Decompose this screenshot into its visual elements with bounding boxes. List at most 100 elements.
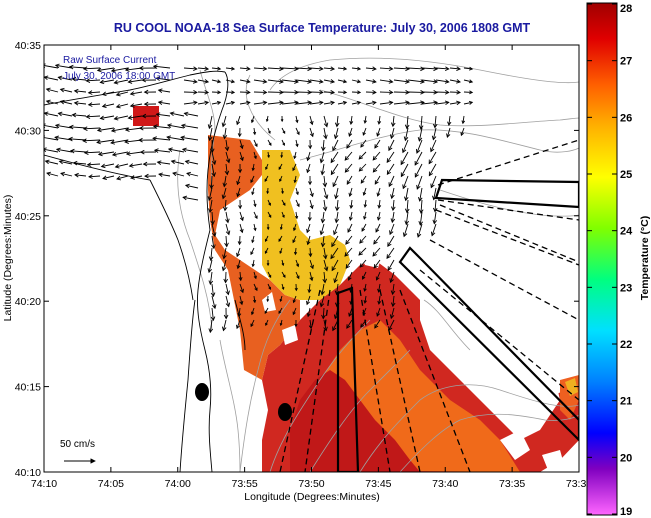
current-vector-head [373,263,378,269]
current-vector [295,271,300,279]
current-vector-head [456,66,461,71]
current-vector-head [331,266,336,272]
current-vector-head [278,166,282,170]
current-vector-head [342,100,348,105]
current-vector [171,160,185,165]
current-vector-head [363,204,368,208]
current-vector-head [345,264,350,269]
current-vector [225,101,235,105]
current-vector-head [321,314,326,320]
current-vector-head [246,90,251,95]
current-vector-head [208,256,214,262]
current-vector-head [224,146,230,152]
current-vector [110,139,129,144]
colorbar-tick-label: 27 [620,56,632,68]
current-vector-head [264,310,268,314]
y-tick-label: 40:30 [15,125,41,137]
current-vector [387,259,395,271]
current-vector [225,295,230,307]
current-vector-head [252,131,257,136]
current-vector-head [294,66,299,72]
current-vector [168,148,185,153]
current-vector [414,151,423,166]
current-vector [463,79,473,83]
current-vector [97,67,115,71]
study-box-south [336,286,360,472]
current-vector [100,115,115,119]
current-vector-head [323,122,329,128]
current-vector [376,271,381,281]
current-vector-head [331,242,336,248]
current-vector [323,187,328,199]
current-vector-head [430,147,435,153]
current-vector-head [330,89,336,95]
current-vector-head [211,244,216,250]
sst-region-deep-red [290,370,420,472]
current-vector-head [330,254,335,260]
current-vector-head [279,79,284,84]
current-vector-head [44,159,50,165]
current-vector [211,101,221,105]
current-vector [295,101,312,105]
current-vector-head [295,119,299,124]
current-vector [211,307,214,321]
current-vector-head [127,115,133,120]
current-vector-head [82,66,88,71]
current-vector [414,163,423,178]
current-vector-head [210,292,216,298]
current-vector [309,271,313,281]
current-vector [83,127,101,130]
current-vector-head [344,156,350,161]
colorbar-label: Temperature (°C) [639,216,651,301]
current-vector [449,101,461,105]
current-vector-head [349,204,354,209]
current-vector [209,319,213,333]
current-vector [278,163,283,170]
current-vector [72,78,87,81]
current-vector [323,199,327,211]
current-vector-head [246,66,251,71]
current-vector-head [323,194,329,200]
current-vector-head [390,302,396,308]
current-vector-head [85,114,91,119]
current-vector-head [308,325,313,330]
current-vector-head [238,205,243,210]
current-vector-head [267,130,271,135]
current-vector-head [59,87,65,93]
current-vector [344,247,353,257]
sst-region-orange-north [208,135,300,380]
current-vector [250,175,255,183]
current-vector-head [377,204,382,209]
station-marker [278,403,292,421]
current-vector-head [456,89,461,95]
current-vector-head [250,311,255,316]
current-vector [237,187,241,197]
current-vector-head [184,183,190,189]
current-vector [54,136,73,141]
current-vector-head [130,175,135,180]
current-vector-head [59,99,65,105]
current-vector-head [254,287,258,292]
current-vector [349,187,353,197]
current-vector [252,163,255,171]
current-vector-head [323,266,329,272]
current-vector-head [268,214,272,218]
current-vector-head [371,79,377,84]
current-vector-head [96,67,102,73]
current-vector-head [82,138,87,143]
current-vector [389,223,395,235]
current-vector-head [356,79,362,84]
current-vector-head [254,215,258,220]
colorbar-ticks: 28 27 26 25 24 23 22 21 20 19 [587,3,633,518]
current-vector-head [348,216,353,221]
current-vector-head [389,230,394,236]
current-vector-head [319,230,325,236]
current-vector-head [87,102,93,107]
current-vector-head [71,112,77,118]
current-vector [404,127,409,141]
x-tick-label: 73:55 [231,478,257,490]
current-vector [430,139,437,152]
current-vector-head [388,182,393,188]
current-vector-head [279,298,283,303]
